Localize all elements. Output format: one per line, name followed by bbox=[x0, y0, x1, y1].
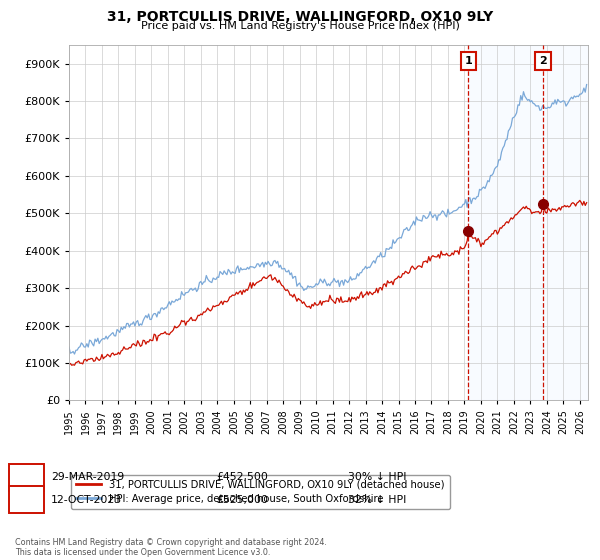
Text: £525,000: £525,000 bbox=[216, 494, 268, 505]
Text: Contains HM Land Registry data © Crown copyright and database right 2024.
This d: Contains HM Land Registry data © Crown c… bbox=[15, 538, 327, 557]
Text: 32% ↓ HPI: 32% ↓ HPI bbox=[348, 494, 406, 505]
Text: 31, PORTCULLIS DRIVE, WALLINGFORD, OX10 9LY: 31, PORTCULLIS DRIVE, WALLINGFORD, OX10 … bbox=[107, 10, 493, 24]
Text: 1: 1 bbox=[23, 472, 30, 482]
Text: 2: 2 bbox=[23, 494, 30, 505]
Text: 12-OCT-2023: 12-OCT-2023 bbox=[51, 494, 122, 505]
Text: Price paid vs. HM Land Registry's House Price Index (HPI): Price paid vs. HM Land Registry's House … bbox=[140, 21, 460, 31]
Legend: 31, PORTCULLIS DRIVE, WALLINGFORD, OX10 9LY (detached house), HPI: Average price: 31, PORTCULLIS DRIVE, WALLINGFORD, OX10 … bbox=[71, 475, 450, 508]
Text: 2: 2 bbox=[539, 56, 547, 66]
Text: 29-MAR-2019: 29-MAR-2019 bbox=[51, 472, 124, 482]
Bar bbox=[469, 45, 588, 400]
Text: 30% ↓ HPI: 30% ↓ HPI bbox=[348, 472, 407, 482]
Text: 1: 1 bbox=[464, 56, 472, 66]
Text: £452,500: £452,500 bbox=[216, 472, 268, 482]
